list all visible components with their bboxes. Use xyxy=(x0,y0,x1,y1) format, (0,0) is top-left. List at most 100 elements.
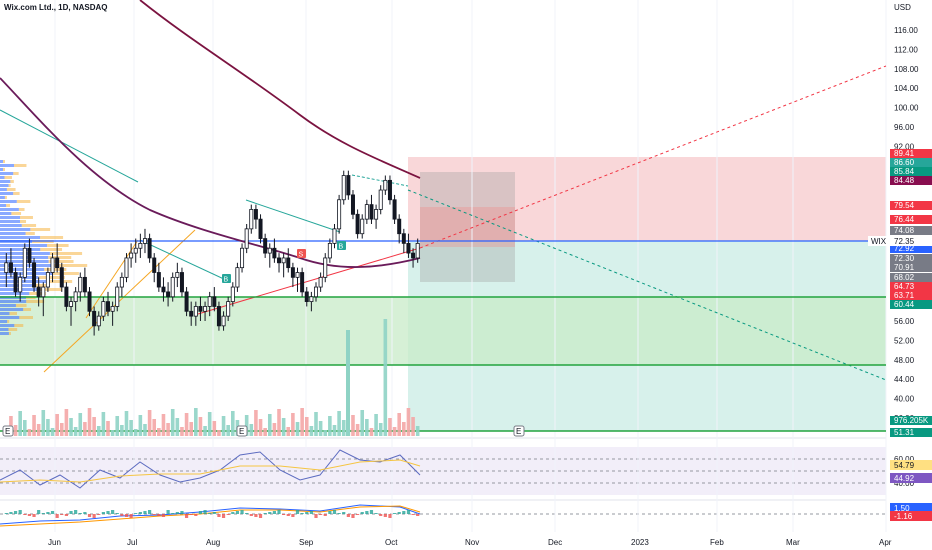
forecast-line-down[interactable] xyxy=(407,189,887,381)
candle-body xyxy=(323,257,328,278)
volume-bar xyxy=(143,424,147,436)
profile-bar xyxy=(0,312,10,315)
candle-body xyxy=(184,291,189,312)
trend-line[interactable] xyxy=(351,174,409,187)
earnings-marker[interactable]: E xyxy=(239,427,244,436)
trade-marker[interactable]: B xyxy=(224,277,229,284)
earnings-marker[interactable]: E xyxy=(516,427,521,436)
candle-body xyxy=(207,296,212,307)
candle-body xyxy=(374,209,379,220)
candle-body xyxy=(411,252,416,259)
candle-body xyxy=(263,238,268,254)
profile-bar xyxy=(20,216,33,219)
macd-hist-bar xyxy=(300,513,304,514)
price-tag: 79.54 xyxy=(894,201,915,210)
volume-bar xyxy=(13,425,18,436)
macd-hist-bar xyxy=(41,513,45,514)
macd-hist-bar xyxy=(4,513,8,514)
price-tick: 104.00 xyxy=(894,84,919,93)
candle-body xyxy=(290,267,295,278)
profile-bar xyxy=(0,324,15,327)
markers[interactable]: E E E B B S xyxy=(2,241,525,437)
volume-bar xyxy=(226,425,230,436)
profile-bar xyxy=(0,268,45,271)
profile-bar xyxy=(14,324,24,327)
profile-bar xyxy=(0,160,3,163)
volume-bar xyxy=(314,412,318,436)
macd-hist-bar xyxy=(406,510,411,514)
macd-hist-bar xyxy=(402,511,406,514)
candle-body xyxy=(156,272,161,288)
macd-hist-bar xyxy=(226,514,230,515)
rsi-value: 54.79 xyxy=(894,461,915,470)
rsi-ma-line xyxy=(0,459,421,483)
profile-bar xyxy=(0,228,31,231)
price-tag-bg xyxy=(890,215,932,224)
profile-bar xyxy=(0,308,24,311)
volume-bar xyxy=(180,427,184,436)
price-tag-bg xyxy=(890,201,932,210)
macd-hist-bar xyxy=(254,514,258,517)
profile-bar xyxy=(11,212,22,215)
candle-body xyxy=(397,218,402,235)
volume-bar xyxy=(69,418,73,436)
trend-line[interactable] xyxy=(0,109,139,183)
candle-body xyxy=(13,272,18,293)
trade-marker-bg xyxy=(337,241,346,250)
price-tag-bg xyxy=(890,254,932,263)
macd-axis: 1.50 -1.16 xyxy=(890,503,932,521)
profile-bar xyxy=(38,276,65,279)
price-tag-bg xyxy=(890,149,932,158)
macd-hist-bar xyxy=(184,514,189,518)
time-grid xyxy=(54,0,887,532)
forecast-box-red[interactable] xyxy=(420,207,515,247)
volume-bar xyxy=(277,409,281,436)
time-tick: Dec xyxy=(548,538,562,547)
volume-bar xyxy=(383,319,388,436)
trade-marker[interactable]: S xyxy=(299,252,304,259)
support-zone[interactable] xyxy=(0,297,886,365)
profile-bar xyxy=(0,280,48,283)
profile-bar xyxy=(53,264,88,267)
candle-body xyxy=(161,286,166,293)
profile-bar xyxy=(8,328,18,331)
earnings-marker[interactable]: E xyxy=(5,427,10,436)
volume-bar xyxy=(360,410,365,436)
trend-line[interactable] xyxy=(245,199,341,233)
candle-body xyxy=(383,179,388,191)
candle-body xyxy=(350,194,355,215)
macd-hist-bar xyxy=(337,513,341,514)
macd-hist-bar xyxy=(148,510,152,514)
volume-bar xyxy=(369,428,374,436)
profile-bar xyxy=(7,320,10,323)
candles[interactable] xyxy=(4,170,420,336)
time-axis[interactable]: Jun Jul Aug Sep Oct Nov Dec 2023 Feb Mar Apr xyxy=(48,538,892,547)
volume-bar xyxy=(106,421,110,436)
candle-body xyxy=(119,276,124,288)
forecast-box[interactable] xyxy=(420,172,515,282)
profile-bar xyxy=(0,204,7,207)
macd-hist-bar xyxy=(106,511,110,514)
time-tick: Apr xyxy=(879,538,892,547)
position-tool[interactable] xyxy=(0,157,886,431)
candle-body xyxy=(277,257,282,264)
price-tag: 51.31 xyxy=(894,428,915,437)
macd-hist-bar xyxy=(351,514,355,518)
price-tag: 60.44 xyxy=(894,300,915,309)
macd-hist-bar xyxy=(9,512,13,514)
earnings-marker-bg xyxy=(513,425,525,437)
symbol-title[interactable]: Wix.com Ltd., 1D, NASDAQ xyxy=(4,3,108,12)
stop-loss-zone[interactable] xyxy=(408,157,886,241)
trend-lines[interactable] xyxy=(0,65,887,381)
forecast-line-up[interactable] xyxy=(419,65,887,249)
candle-body xyxy=(166,291,171,298)
trend-line[interactable] xyxy=(197,247,421,315)
price-axis[interactable]: 116.00 112.00 108.00 104.00 100.00 96.00 92.00… xyxy=(894,26,919,423)
macd-hist-bar xyxy=(152,514,156,515)
macd-hist-bar xyxy=(138,512,142,514)
volume-bar xyxy=(402,422,406,436)
macd-hist-bar xyxy=(32,514,36,517)
trade-marker[interactable]: B xyxy=(339,244,344,251)
trend-line[interactable] xyxy=(139,239,227,281)
